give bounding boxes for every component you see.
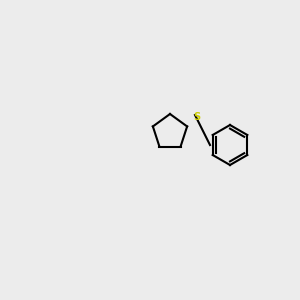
Text: S: S xyxy=(194,112,201,122)
